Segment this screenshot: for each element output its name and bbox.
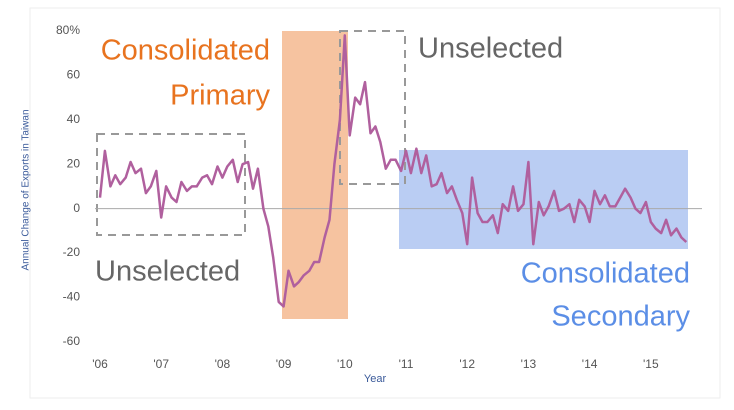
annotation: Unselected: [95, 256, 240, 288]
x-tick-label: '12: [459, 357, 475, 371]
x-tick-label: '13: [521, 357, 537, 371]
series-line: [98, 34, 688, 308]
annotation: Primary: [170, 80, 270, 112]
primary-region: [282, 31, 348, 319]
plot: -60 -40 -20 0 20 40 60 80% '06 '07 '08 '09 '10 '11 '12…: [56, 23, 702, 371]
x-tick-label: '10: [337, 357, 353, 371]
x-tick-label: '09: [276, 357, 292, 371]
y-tick-label: -40: [63, 290, 81, 304]
x-tick-label: '14: [582, 357, 598, 371]
unselected-box: [96, 133, 246, 236]
y-axis-label: Annual Change of Exports in Taiwan: [21, 109, 32, 270]
x-tick-label: '07: [153, 357, 169, 371]
y-tick-label: 20: [67, 156, 81, 170]
y-tick-label: 40: [67, 112, 81, 126]
y-tick-label: -20: [63, 245, 81, 259]
annotation: Consolidated: [101, 35, 270, 67]
annotation: Unselected: [418, 33, 563, 65]
unselected-box: [339, 30, 406, 185]
y-tick-label: 80%: [56, 23, 80, 37]
x-tick-label: '06: [92, 357, 108, 371]
y-tick-label: 0: [73, 201, 80, 215]
secondary-region: [399, 150, 688, 249]
y-tick-label: 60: [67, 68, 81, 82]
x-axis-label: Year: [364, 373, 387, 385]
x-tick-label: '08: [215, 357, 231, 371]
annotation: Consolidated: [521, 258, 690, 290]
x-tick-label: '11: [399, 357, 414, 371]
x-tick-label: '15: [643, 357, 659, 371]
annotation: Secondary: [551, 301, 690, 333]
y-tick-label: -60: [63, 334, 81, 348]
